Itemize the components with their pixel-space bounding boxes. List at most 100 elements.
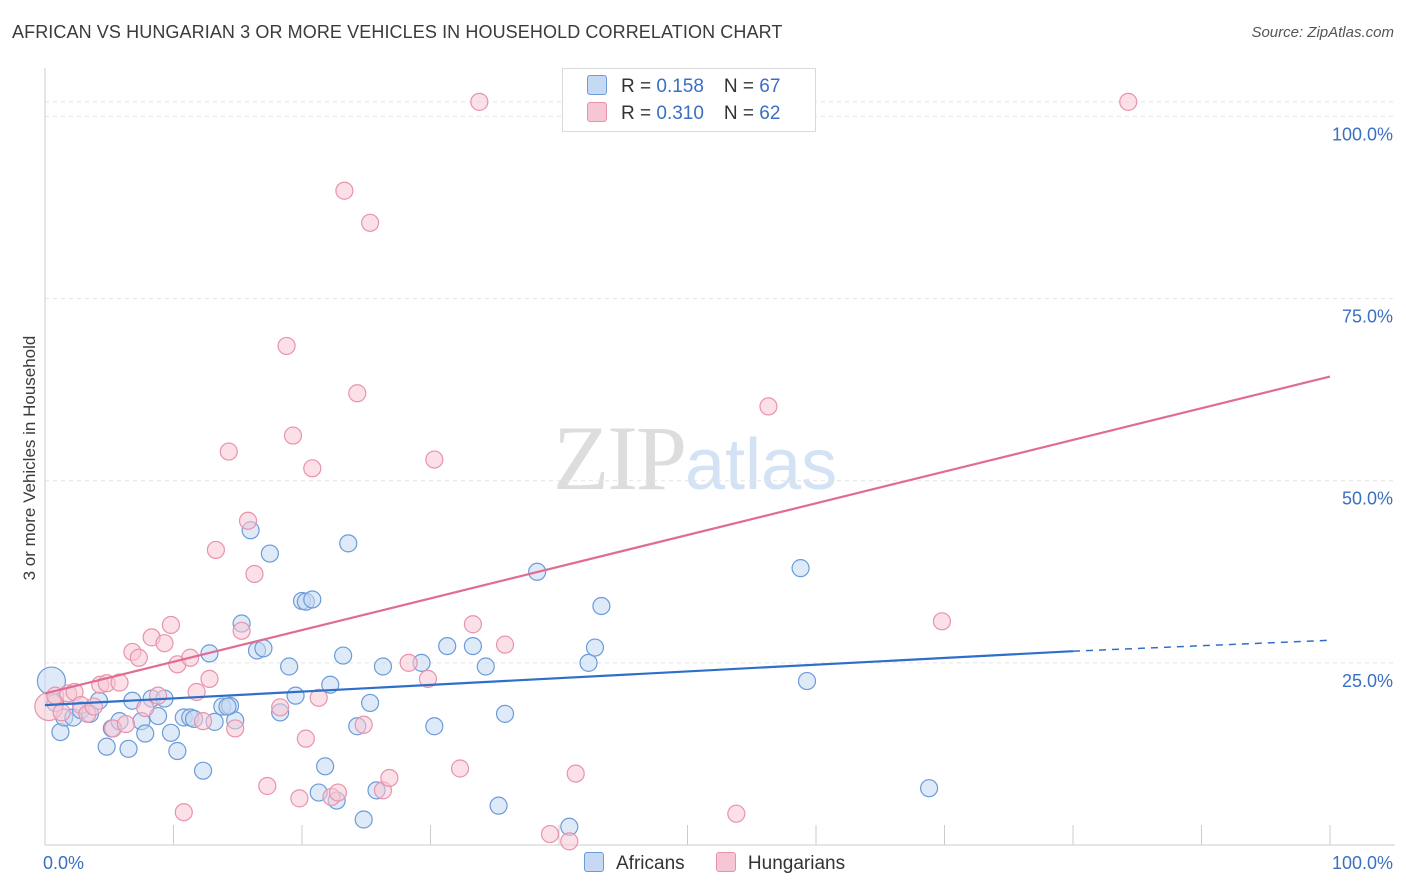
legend-swatch-africans: [587, 75, 607, 95]
correlation-legend: R = 0.158 N = 67 R = 0.310 N = 62: [562, 68, 816, 132]
hungarians-point: [193, 712, 213, 731]
hungarians-point: [219, 442, 238, 461]
africans-point: [425, 717, 444, 736]
legend-n-value: 62: [759, 103, 781, 124]
hungarians-point: [116, 714, 136, 734]
hungarians-point: [354, 715, 373, 734]
africans-point: [592, 596, 611, 616]
legend-r-label: R =: [621, 103, 657, 124]
africans-point: [218, 697, 237, 716]
legend-r-value: 0.158: [656, 76, 704, 97]
hungarians-point: [540, 824, 560, 844]
hungarians-point: [129, 648, 148, 667]
africans-point: [316, 757, 335, 776]
legend-item-hungarians[interactable]: Hungarians: [715, 852, 846, 875]
africans-point: [136, 724, 155, 743]
africans-point: [476, 657, 495, 676]
africans-trend-line: [44, 650, 1074, 707]
hungarians-point: [283, 426, 303, 445]
africans-point: [168, 741, 187, 761]
legend-label-hungarians: Hungarians: [747, 853, 846, 874]
y-tick-label: 50.0%: [1342, 489, 1393, 509]
source-label: Source: ZipAtlas.com: [1251, 24, 1394, 41]
hungarians-point: [206, 540, 226, 560]
hungarians-point: [271, 698, 290, 717]
africans-point: [97, 737, 116, 756]
hungarians-point: [296, 729, 315, 748]
hungarians-point: [52, 703, 71, 722]
y-tick-label: 75.0%: [1342, 307, 1393, 327]
legend-r-value: 0.310: [656, 103, 704, 124]
chart-title: AFRICAN VS HUNGARIAN 3 OR MORE VEHICLES …: [12, 22, 783, 42]
hungarians-point: [136, 698, 155, 718]
africans-points: [36, 521, 939, 836]
series-legend: Africans Hungarians: [584, 852, 871, 875]
legend-n-value: 67: [759, 76, 781, 97]
hungarians-point: [328, 783, 348, 802]
hungarians-trend-line: [44, 375, 1331, 695]
hungarians-point: [200, 669, 219, 688]
hungarians-point: [245, 564, 264, 584]
hungarians-point: [361, 213, 380, 232]
africans-point: [260, 544, 279, 563]
hungarians-point: [425, 450, 444, 469]
africans-point: [495, 704, 515, 723]
hungarians-point: [309, 688, 328, 707]
hungarians-point: [290, 789, 309, 808]
africans-point: [354, 810, 373, 829]
hungarians-point: [450, 759, 470, 778]
legend-label-africans: Africans: [616, 853, 685, 874]
hungarians-point: [303, 459, 322, 478]
africans-point: [579, 653, 598, 672]
hungarians-point: [84, 697, 103, 716]
x-tick-label: 0.0%: [43, 853, 84, 873]
africans-trend-extension: [1072, 639, 1331, 652]
hungarians-point: [932, 612, 952, 631]
y-tick-label: 100.0%: [1332, 124, 1393, 144]
hungarians-point: [232, 621, 251, 640]
tick-labels: 25.0% 50.0% 75.0% 100.0% 0.0% 100.0%: [43, 124, 1393, 873]
legend-n-label: N =: [723, 103, 760, 124]
y-tick-label: 25.0%: [1342, 671, 1393, 691]
x-tick-label: 100.0%: [1332, 853, 1393, 873]
hungarians-point: [495, 635, 515, 654]
africans-point: [286, 686, 305, 705]
africans-point: [489, 796, 508, 815]
legend-r-label: R =: [621, 76, 657, 97]
africans-point: [339, 534, 358, 553]
africans-point: [585, 638, 605, 657]
hungarians-point: [148, 686, 168, 705]
hungarians-point: [727, 804, 746, 823]
legend-row-africans: R = 0.158 N = 67: [587, 75, 780, 101]
axes: [44, 68, 1395, 846]
watermark: ZIPatlas: [553, 405, 837, 511]
africans-point: [148, 706, 168, 726]
africans-point: [919, 779, 939, 798]
africans-point: [373, 657, 393, 676]
africans-point: [119, 739, 138, 758]
africans-point: [463, 636, 483, 656]
legend-row-hungarians: R = 0.310 N = 62: [587, 102, 780, 128]
africans-point: [280, 657, 299, 676]
hungarians-point: [348, 384, 367, 403]
africans-point: [361, 693, 380, 713]
hungarians-point: [566, 764, 585, 783]
hungarians-point: [174, 803, 193, 822]
trend-lines: [44, 375, 1331, 707]
hungarians-point: [560, 832, 579, 851]
hungarians-point: [155, 634, 174, 653]
hungarians-point: [238, 511, 258, 530]
legend-n-label: N =: [723, 76, 760, 97]
watermark-atlas: atlas: [685, 425, 838, 505]
africans-point: [193, 761, 213, 780]
hungarians-point: [1119, 92, 1138, 111]
hungarians-point: [335, 181, 354, 200]
hungarians-point: [418, 669, 438, 688]
hungarians-point: [399, 653, 418, 672]
africans-point: [161, 723, 181, 742]
legend-item-africans[interactable]: Africans: [584, 852, 685, 875]
hungarians-point: [226, 719, 245, 738]
hungarians-point: [161, 615, 181, 635]
africans-point: [438, 636, 457, 656]
